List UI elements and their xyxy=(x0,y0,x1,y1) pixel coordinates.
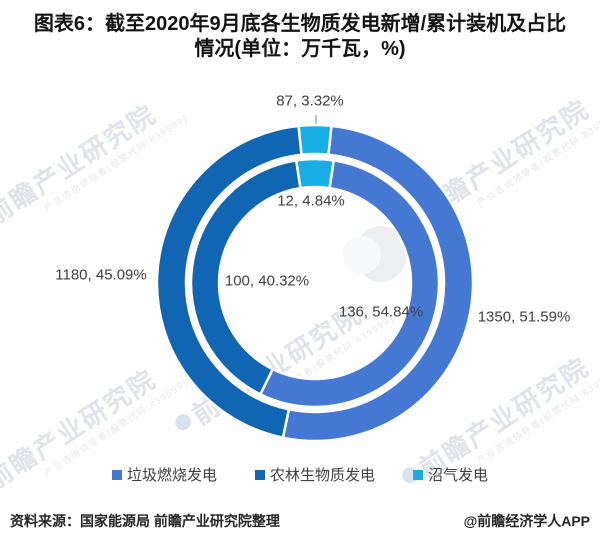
legend-label-waste: 垃圾燃烧发电 xyxy=(126,467,217,484)
page-title: 图表6：截至2020年9月底各生物质发电新增/累计装机及占比 情况(单位：万千瓦… xyxy=(0,12,600,62)
outer-ring-segment-2 xyxy=(297,123,333,157)
legend: 垃圾燃烧发电 农林生物质发电 沼气发电 xyxy=(0,464,600,485)
source-note: 资料来源：国家能源局 前瞻产业研究院整理 xyxy=(10,513,280,529)
legend-swatch-waste-icon xyxy=(111,469,122,480)
legend-label-agri-biomass: 农林生物质发电 xyxy=(269,467,375,484)
legend-label-biogas: 沼气发电 xyxy=(428,467,489,484)
legend-item-waste: 垃圾燃烧发电 xyxy=(111,464,217,485)
legend-item-agri-biomass: 农林生物质发电 xyxy=(254,464,375,485)
footer: 资料来源：国家能源局 前瞻产业研究院整理 @前瞻经济学人APP xyxy=(0,511,600,531)
inner-ring-segment-0 xyxy=(258,159,441,409)
legend-swatch-agri-biomass-icon xyxy=(254,469,265,480)
app-credit: @前瞻经济学人APP xyxy=(463,513,590,529)
page-title-line1: 图表6：截至2020年9月底各生物质发电新增/累计装机及占比 xyxy=(33,13,567,35)
page-title-line2: 情况(单位：万千瓦，%) xyxy=(194,38,406,60)
inner-ring-segment-2 xyxy=(294,157,336,190)
legend-swatch-biogas-icon xyxy=(413,469,423,480)
legend-item-biogas: 沼气发电 xyxy=(413,464,488,485)
